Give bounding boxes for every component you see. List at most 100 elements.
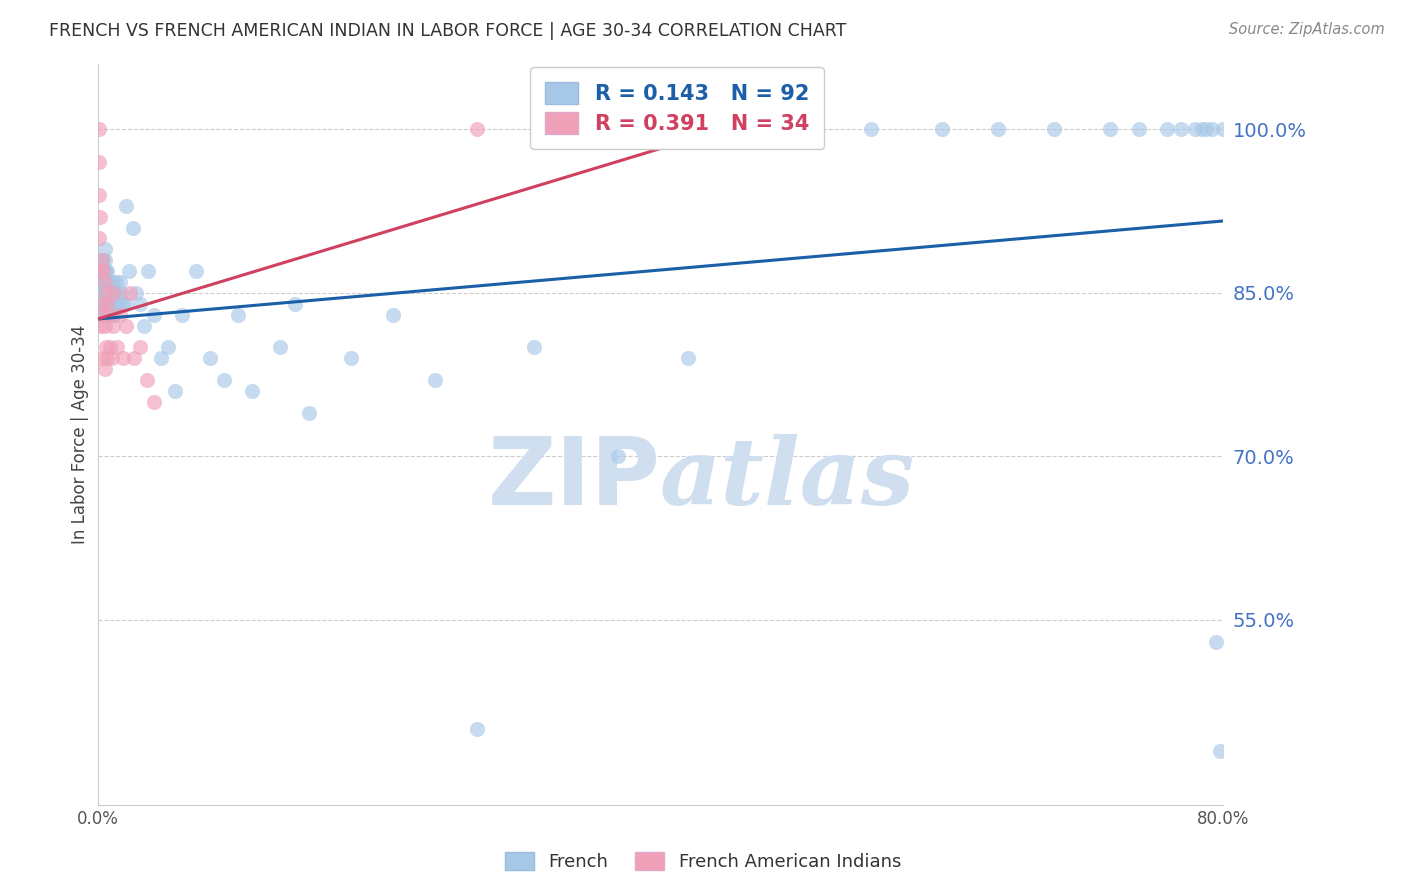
Point [89,264,111,278]
Point [89,264,111,278]
Point [103,285,125,300]
Point [90,285,112,300]
Point [101,297,124,311]
Point [96,285,118,300]
Point [607,450,630,464]
Point [111,297,134,311]
Legend: French, French American Indians: French, French American Indians [498,845,908,879]
Point [94,340,117,354]
Point [91,285,114,300]
Point [1195,122,1218,136]
Point [100,308,122,322]
Point [94,308,117,322]
Point [93,297,115,311]
Point [1191,122,1213,136]
Point [96,351,118,366]
Point [135,373,157,387]
Point [90,253,112,268]
Point [108,275,131,289]
Text: ZIP: ZIP [488,433,661,525]
Point [93,308,115,322]
Point [114,199,136,213]
Point [523,340,546,354]
Point [90,297,112,311]
Point [103,285,125,300]
Point [790,122,813,136]
Point [89,318,111,333]
Point [93,243,115,257]
Point [128,297,150,311]
Point [97,297,120,311]
Y-axis label: In Labor Force | Age 30-34: In Labor Force | Age 30-34 [72,325,89,544]
Point [91,264,114,278]
Point [1128,122,1150,136]
Point [90,264,112,278]
Point [132,318,155,333]
Point [100,297,122,311]
Point [89,210,111,224]
Point [91,275,114,289]
Point [103,308,125,322]
Point [98,275,121,289]
Point [96,308,118,322]
Point [184,264,207,278]
Point [93,275,115,289]
Point [114,318,136,333]
Point [97,308,120,322]
Point [93,362,115,376]
Point [122,351,145,366]
Point [114,297,136,311]
Point [93,318,115,333]
Text: Source: ZipAtlas.com: Source: ZipAtlas.com [1229,22,1385,37]
Point [91,308,114,322]
Point [104,297,127,311]
Point [94,285,117,300]
Point [240,384,263,398]
Point [1156,122,1178,136]
Point [101,275,124,289]
Point [94,297,117,311]
Point [339,351,361,366]
Point [117,264,139,278]
Point [467,722,489,736]
Point [91,308,114,322]
Point [87,231,110,245]
Point [1170,122,1192,136]
Point [1212,122,1234,136]
Point [163,384,186,398]
Point [1201,122,1223,136]
Point [1043,122,1066,136]
Point [100,285,122,300]
Point [105,285,128,300]
Point [381,308,404,322]
Point [467,122,489,136]
Point [110,285,132,300]
Point [170,308,193,322]
Point [149,351,172,366]
Text: FRENCH VS FRENCH AMERICAN INDIAN IN LABOR FORCE | AGE 30-34 CORRELATION CHART: FRENCH VS FRENCH AMERICAN INDIAN IN LABO… [49,22,846,40]
Point [1209,743,1232,757]
Point [98,297,121,311]
Point [1205,634,1227,648]
Point [142,308,165,322]
Point [90,253,112,268]
Point [107,297,129,311]
Point [104,275,127,289]
Point [678,351,700,366]
Point [93,285,115,300]
Point [108,308,131,322]
Point [1099,122,1122,136]
Point [97,275,120,289]
Point [860,122,883,136]
Point [87,187,110,202]
Point [90,351,112,366]
Point [96,275,118,289]
Point [105,340,128,354]
Point [87,155,110,169]
Point [198,351,221,366]
Point [91,253,114,268]
Point [121,220,143,235]
Point [93,264,115,278]
Point [96,297,118,311]
Point [89,253,111,268]
